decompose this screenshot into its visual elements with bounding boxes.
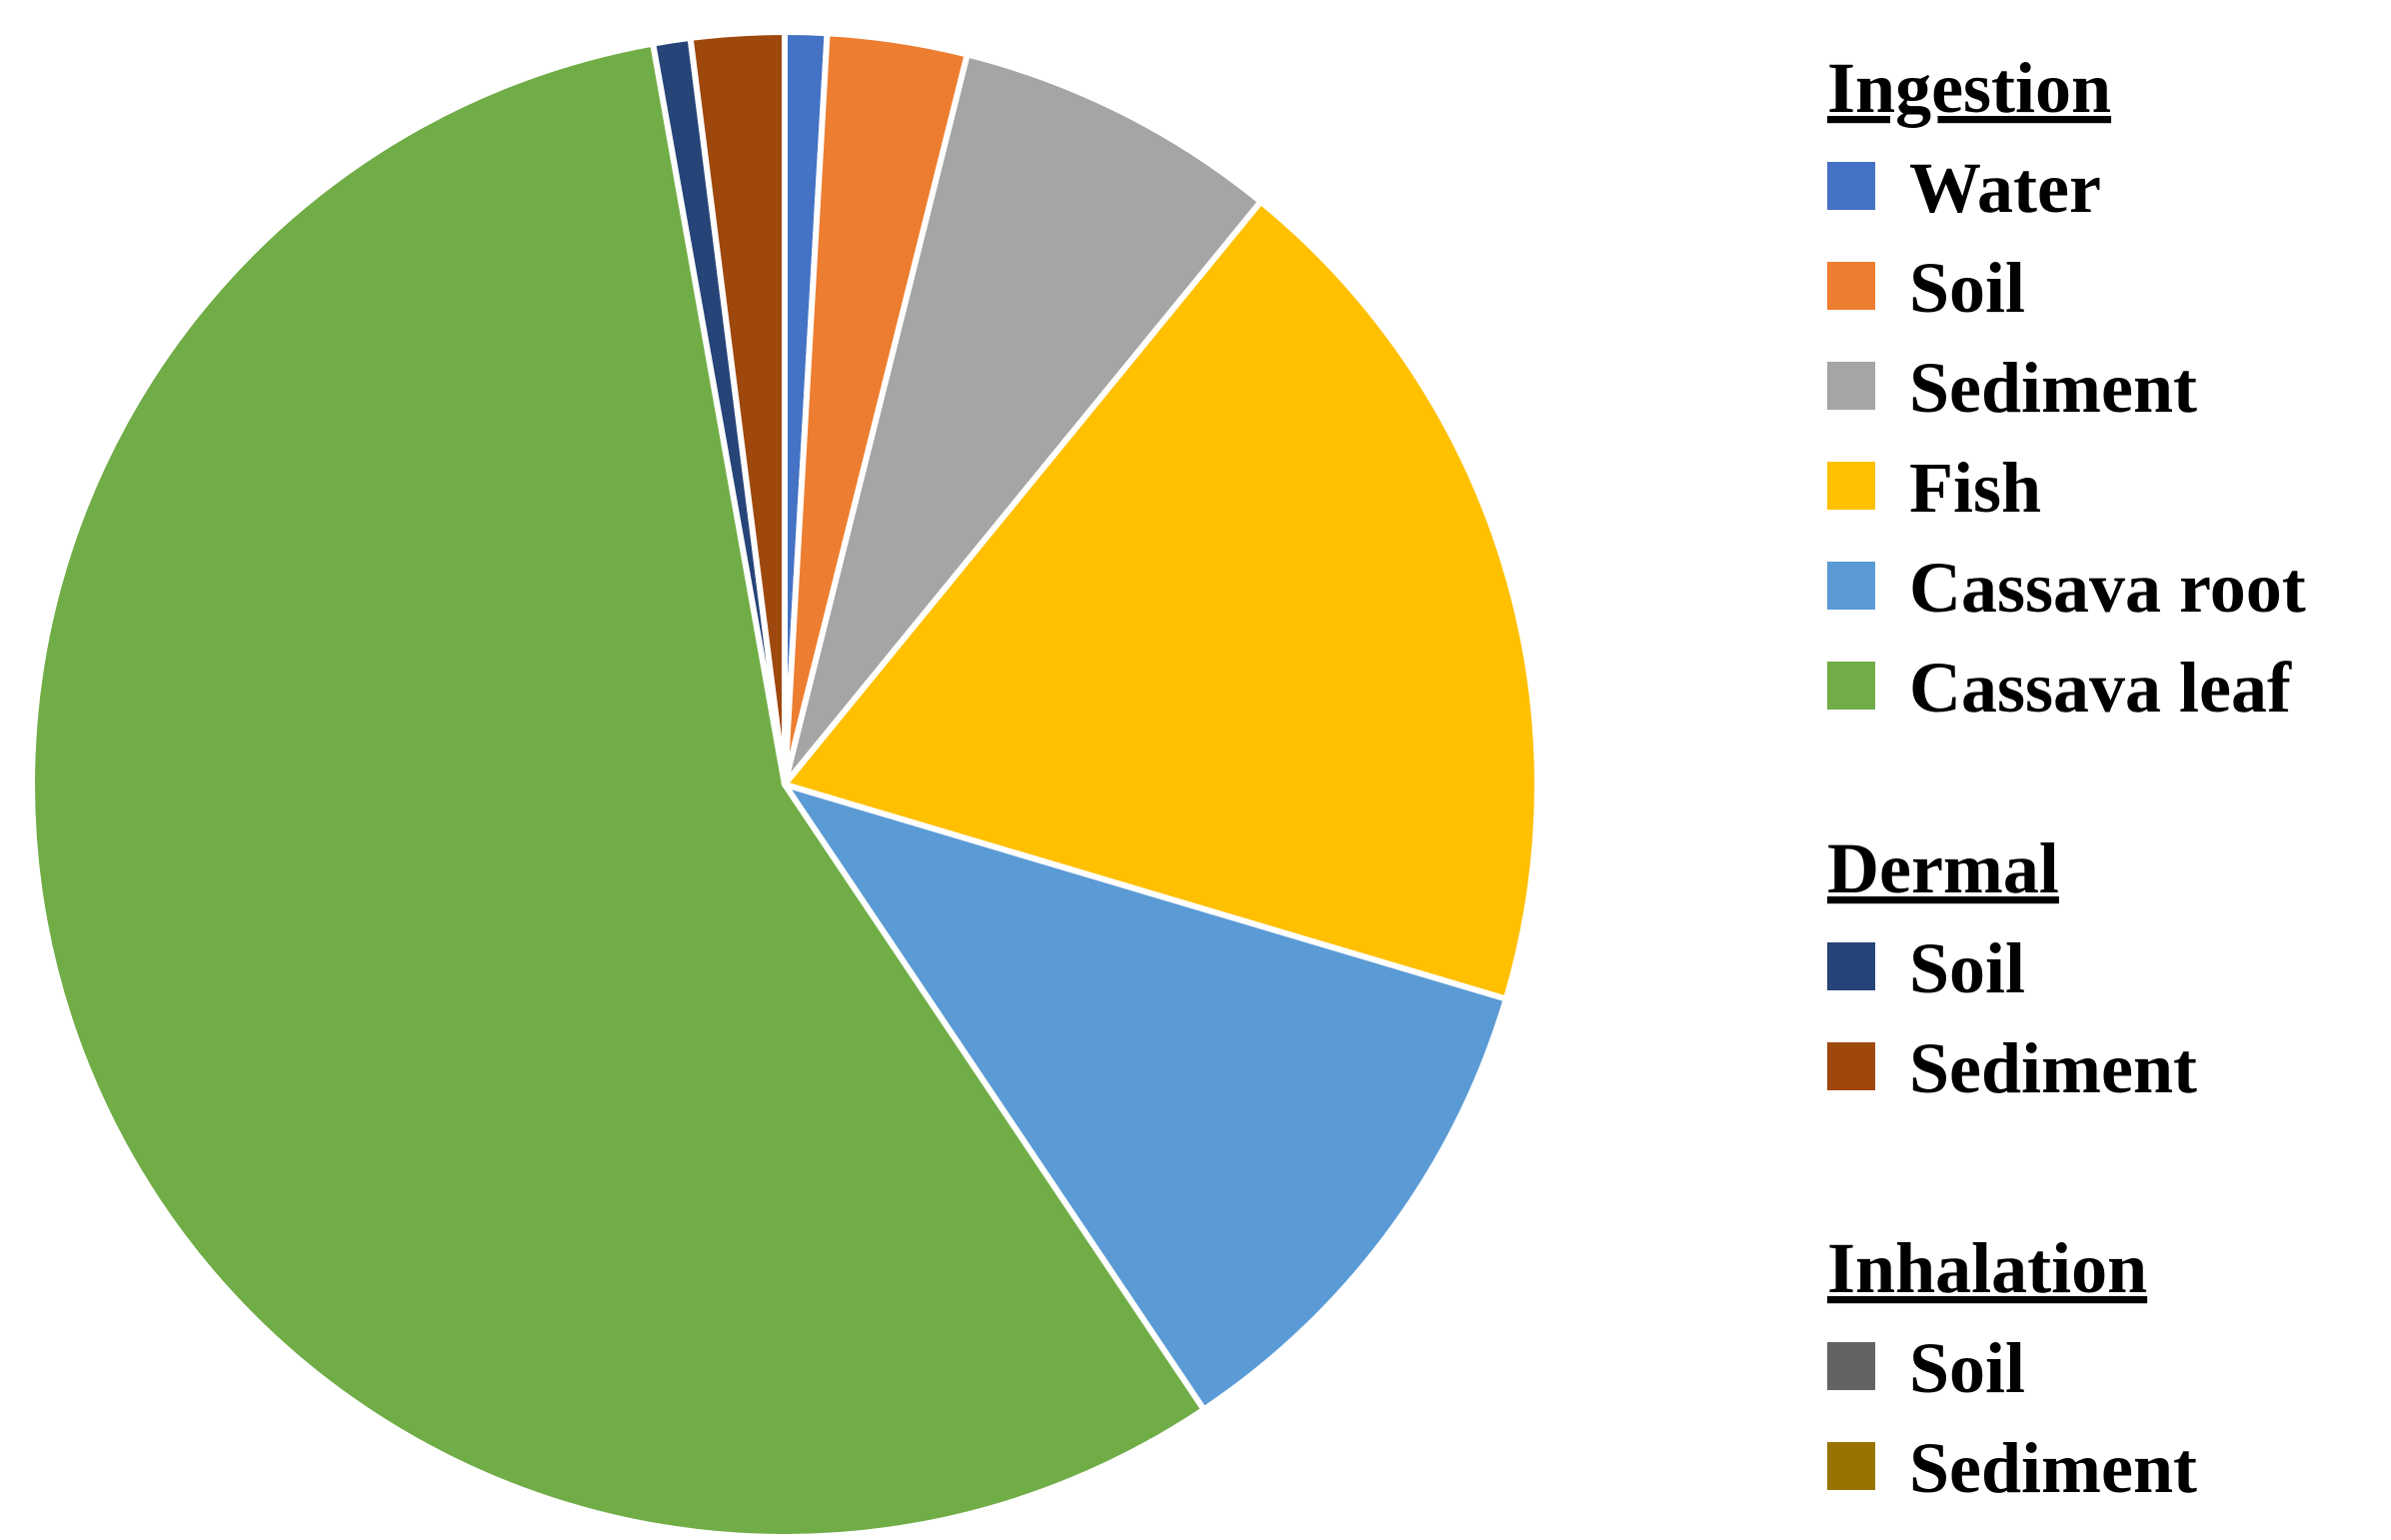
- pie-slices: [29, 29, 1540, 1540]
- legend-swatch-ingestion-cassava-leaf: [1827, 662, 1875, 710]
- legend-label-dermal-sediment: Sediment: [1909, 1028, 2197, 1108]
- legend-swatch-inhalation-soil: [1827, 1342, 1875, 1390]
- legend-label-ingestion-fish: Fish: [1909, 448, 2041, 528]
- pie-slice-ingestion-cassava-leaf: [29, 40, 1207, 1540]
- legend-swatch-ingestion-cassava-root: [1827, 562, 1875, 610]
- legend-heading-inhalation: Inhalation: [1827, 1228, 2147, 1308]
- legend-swatch-dermal-sediment: [1827, 1042, 1875, 1090]
- legend-swatch-dermal-soil: [1827, 942, 1875, 990]
- legend-swatch-ingestion-fish: [1827, 462, 1875, 510]
- legend-label-inhalation-soil: Soil: [1909, 1328, 2025, 1408]
- legend-label-inhalation-sediment: Sediment: [1909, 1428, 2197, 1508]
- legend-swatch-inhalation-sediment: [1827, 1442, 1875, 1490]
- pie-slice-ingestion-fish: [782, 198, 1540, 1002]
- pie-slice-ingestion-sediment: [782, 51, 1264, 787]
- legend-label-ingestion-water: Water: [1909, 148, 2101, 228]
- legend-swatch-ingestion-sediment: [1827, 362, 1875, 410]
- pie-slice-dermal-sediment: [687, 29, 788, 787]
- pie-slice-ingestion-cassava-root: [782, 781, 1509, 1413]
- legend-label-ingestion-soil: Soil: [1909, 248, 2025, 328]
- legend-label-ingestion-sediment: Sediment: [1909, 348, 2197, 428]
- legend: Ingestion Water Soil Sediment Fish Cassava ro…: [1827, 48, 2306, 1508]
- legend-swatch-ingestion-soil: [1827, 262, 1875, 310]
- legend-label-dermal-soil: Soil: [1909, 928, 2025, 1008]
- legend-label-ingestion-cassava-root: Cassava root: [1909, 548, 2306, 628]
- legend-label-ingestion-cassava-leaf: Cassava leaf: [1909, 648, 2292, 728]
- legend-heading-ingestion: Ingestion: [1827, 48, 2111, 128]
- legend-swatch-ingestion-water: [1827, 162, 1875, 210]
- legend-heading-dermal: Dermal: [1827, 828, 2059, 908]
